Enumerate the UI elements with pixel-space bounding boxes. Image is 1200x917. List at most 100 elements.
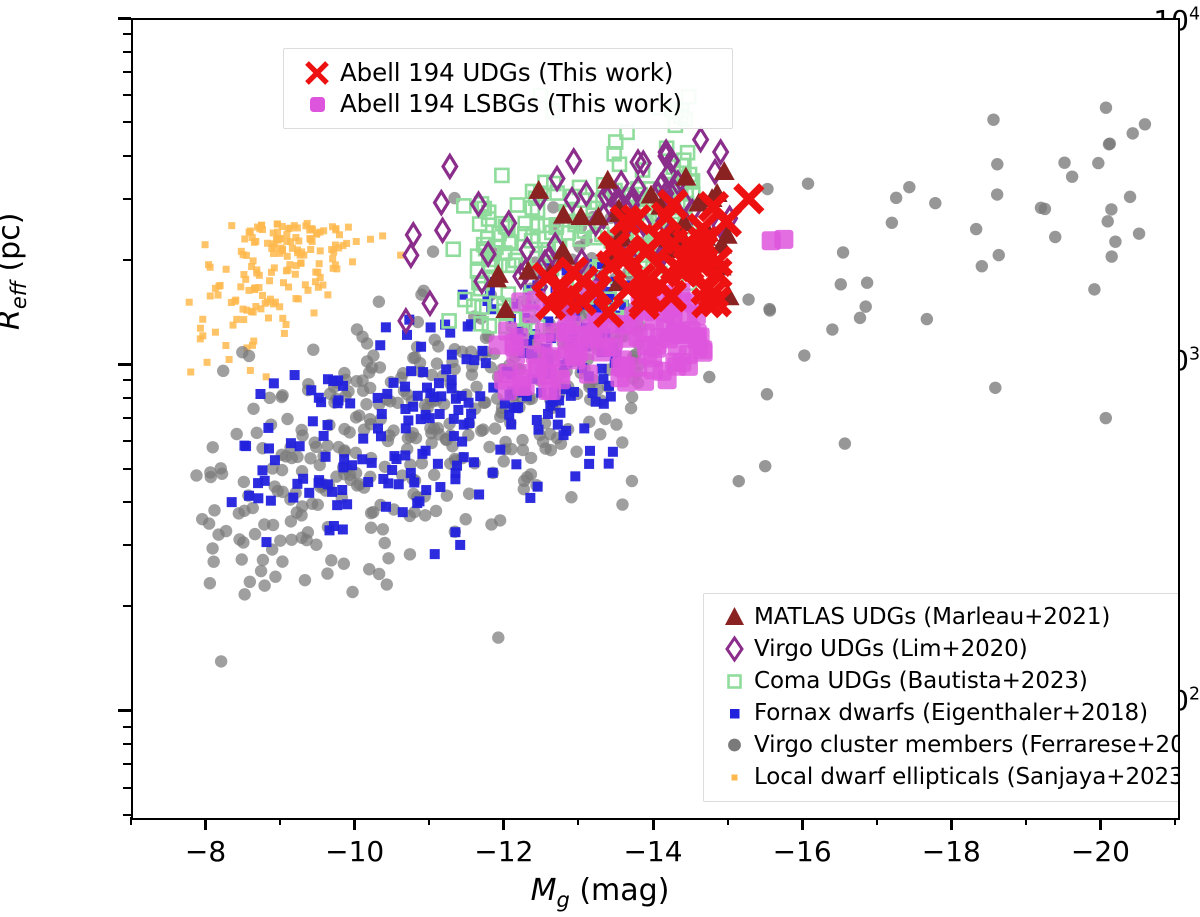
data-point-circle	[554, 437, 568, 450]
data-point-circle	[485, 518, 498, 531]
data-point-square	[342, 499, 353, 510]
data-point-circle	[408, 505, 421, 519]
data-point-x-marker	[609, 204, 641, 237]
data-point-diamond-open	[657, 138, 675, 167]
y-minor-tick	[123, 743, 131, 746]
data-point-square	[316, 247, 324, 255]
data-point-diamond-open	[441, 152, 459, 181]
data-point-square	[665, 323, 685, 343]
data-point-circle	[396, 469, 409, 482]
data-point-square	[318, 430, 329, 441]
data-point-square	[545, 400, 556, 411]
data-point-square-open	[457, 291, 473, 308]
data-point-square	[565, 390, 576, 401]
data-point-triangle	[688, 192, 710, 212]
data-point-square	[347, 460, 358, 471]
legend-this-work-item[interactable]: Abell 194 LSBGs (This work)	[294, 88, 722, 119]
legend-literature-item[interactable]: Virgo cluster members (Ferrarese+2020)	[714, 729, 1178, 761]
data-point-square	[404, 314, 415, 325]
data-point-triangle	[485, 268, 507, 288]
legend-this-work: Abell 194 UDGs (This work) Abell 194 LSBG…	[283, 48, 733, 129]
data-point-circle	[190, 469, 203, 482]
legend-this-work-item[interactable]: Abell 194 UDGs (This work)	[294, 57, 722, 88]
data-point-square	[233, 315, 241, 323]
y-minor-tick	[123, 725, 131, 728]
data-point-square	[541, 381, 561, 401]
data-point-square	[231, 297, 239, 305]
data-point-square	[402, 329, 413, 340]
data-point-square	[241, 441, 252, 452]
legend-literature-item[interactable]: Coma UDGs (Bautista+2023)	[714, 665, 1178, 697]
legend-literature-label: Coma UDGs (Bautista+2023)	[754, 668, 1088, 694]
data-point-circle	[204, 466, 217, 479]
y-minor-tick	[123, 93, 131, 96]
data-point-diamond-open	[660, 159, 678, 188]
data-point-square	[542, 408, 553, 419]
legend-literature-item[interactable]: Fornax dwarfs (Eigenthaler+2018)	[714, 697, 1178, 729]
data-point-square	[466, 408, 477, 419]
data-point-square	[264, 239, 272, 247]
data-point-circle	[290, 506, 304, 519]
data-point-square	[338, 462, 349, 473]
data-point-square	[380, 322, 391, 333]
data-point-square	[557, 340, 577, 360]
data-point-square	[214, 291, 222, 299]
data-point-square	[269, 455, 280, 466]
y-minor-tick	[123, 814, 131, 816]
data-point-square	[257, 465, 268, 476]
data-point-square	[255, 388, 266, 400]
data-point-square	[330, 248, 338, 256]
data-point-circle	[1088, 283, 1101, 296]
legend-literature-item[interactable]: Local dwarf ellipticals (Sanjaya+2023)	[714, 761, 1178, 793]
data-point-triangle	[588, 206, 609, 226]
data-point-square	[314, 268, 322, 276]
data-point-circle	[462, 487, 476, 500]
data-point-diamond-open	[433, 216, 452, 245]
data-point-circle	[516, 443, 530, 457]
data-point-circle	[826, 323, 839, 336]
data-point-square	[311, 278, 319, 286]
data-point-square	[322, 374, 333, 385]
data-point-square	[358, 433, 369, 444]
data-point-triangle	[713, 161, 735, 180]
data-point-square-open	[456, 198, 472, 214]
data-point-square	[253, 269, 261, 277]
data-point-circle	[243, 575, 257, 589]
data-point-circle	[404, 458, 417, 471]
data-point-square	[421, 382, 433, 393]
legend-literature-label: Fornax dwarfs (Eigenthaler+2018)	[754, 700, 1148, 726]
plot-area: μ̄g = 30 mag arcsec−2 μ̄g = 20 mag arcse…	[131, 18, 1180, 820]
circle-icon	[728, 738, 741, 752]
legend-literature-item[interactable]: Virgo UDGs (Lim+2020)	[714, 633, 1178, 665]
data-point-diamond-open	[404, 220, 423, 249]
data-point-square-open	[441, 313, 457, 329]
data-point-circle	[337, 557, 351, 570]
data-point-diamond-open	[564, 146, 583, 175]
data-point-square	[222, 341, 230, 350]
data-point-square	[211, 284, 219, 292]
data-point-square	[306, 226, 314, 234]
data-point-circle	[350, 375, 363, 388]
data-point-square	[282, 320, 290, 329]
data-point-diamond-open	[634, 149, 652, 178]
data-point-square	[554, 395, 565, 406]
data-point-circle	[425, 368, 438, 382]
legend-literature-item[interactable]: MATLAS UDGs (Marleau+2021)	[714, 601, 1178, 633]
data-point-square	[456, 390, 467, 401]
data-point-x-marker	[690, 274, 722, 306]
data-point-square	[266, 277, 274, 285]
data-point-square	[265, 495, 276, 506]
data-point-square	[405, 467, 416, 478]
data-point-circle	[300, 533, 313, 547]
data-point-square	[273, 220, 281, 228]
data-point-square	[376, 408, 387, 419]
diamond-open-icon	[725, 635, 744, 663]
data-point-square	[225, 355, 233, 363]
data-point-square	[261, 299, 269, 307]
data-point-circle	[214, 655, 228, 668]
data-point-square	[257, 305, 265, 313]
legend-literature-marker	[714, 602, 754, 632]
data-point-x-marker	[733, 183, 765, 215]
data-point-circle	[834, 278, 847, 291]
